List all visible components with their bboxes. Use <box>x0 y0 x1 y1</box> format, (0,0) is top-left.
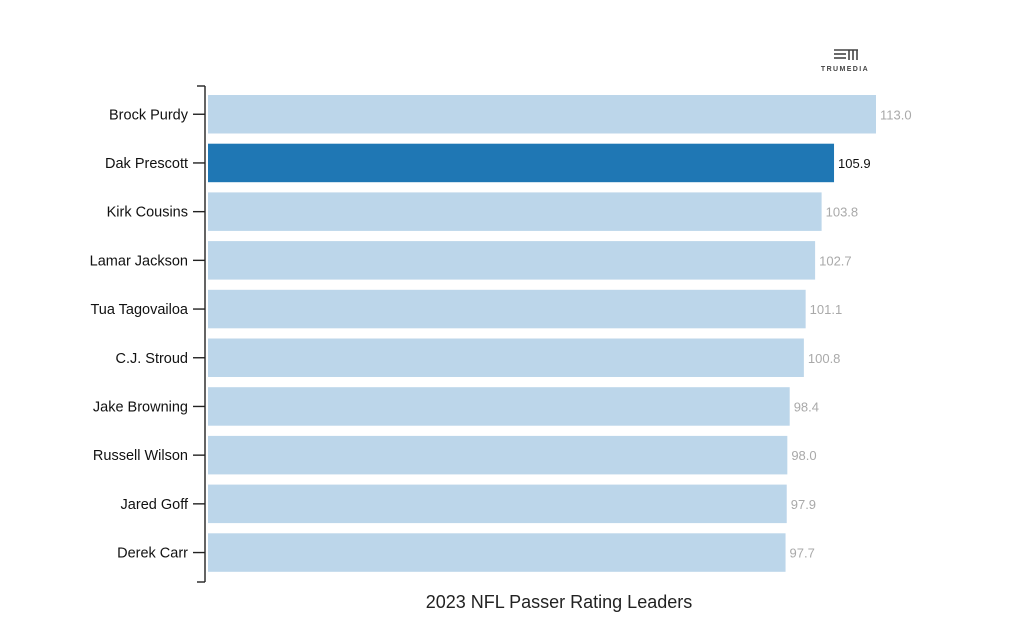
value-label-derek-carr: 97.7 <box>790 546 815 561</box>
y-axis <box>193 85 206 583</box>
logo-text: TRUMEDIA <box>821 66 869 73</box>
bar-russell-wilson <box>208 435 788 475</box>
value-label-kirk-cousins: 103.8 <box>826 205 859 220</box>
trumedia-logo: TRUMEDIA <box>821 49 869 73</box>
value-label-jared-goff: 97.9 <box>791 497 816 512</box>
chart-title: 2023 NFL Passer Rating Leaders <box>426 592 692 612</box>
category-label-kirk-cousins: Kirk Cousins <box>107 205 188 221</box>
category-label-c-j-stroud: C.J. Stroud <box>115 351 188 367</box>
bars <box>208 95 876 572</box>
bar-lamar-jackson <box>208 241 816 280</box>
labels: Brock Purdy 113.0 Dak Prescott 105.9 Kirk Co… <box>90 107 912 561</box>
category-label-jared-goff: Jared Goff <box>121 497 189 513</box>
category-label-brock-purdy: Brock Purdy <box>109 107 189 123</box>
value-label-c-j-stroud: 100.8 <box>808 351 841 366</box>
value-label-dak-prescott: 105.9 <box>838 156 871 171</box>
category-label-dak-prescott: Dak Prescott <box>105 156 188 172</box>
trumedia-logo-icon <box>834 49 858 60</box>
value-label-jake-browning: 98.4 <box>794 399 819 414</box>
bar-jake-browning <box>208 387 790 426</box>
value-label-lamar-jackson: 102.7 <box>819 253 852 268</box>
category-label-lamar-jackson: Lamar Jackson <box>90 253 188 269</box>
category-label-jake-browning: Jake Browning <box>93 399 188 415</box>
bar-dak-prescott <box>208 143 835 183</box>
bar-c-j-stroud <box>208 338 804 377</box>
category-label-tua-tagovailoa: Tua Tagovailoa <box>90 302 188 318</box>
bar-jared-goff <box>208 484 787 524</box>
bar-brock-purdy <box>208 95 876 134</box>
value-label-brock-purdy: 113.0 <box>880 107 912 122</box>
value-label-russell-wilson: 98.0 <box>791 448 816 463</box>
category-label-derek-carr: Derek Carr <box>117 546 188 562</box>
bar-tua-tagovailoa <box>208 289 806 329</box>
value-label-tua-tagovailoa: 101.1 <box>810 302 843 317</box>
category-label-russell-wilson: Russell Wilson <box>93 448 188 464</box>
bar-derek-carr <box>208 533 786 572</box>
bar-kirk-cousins <box>208 192 822 231</box>
